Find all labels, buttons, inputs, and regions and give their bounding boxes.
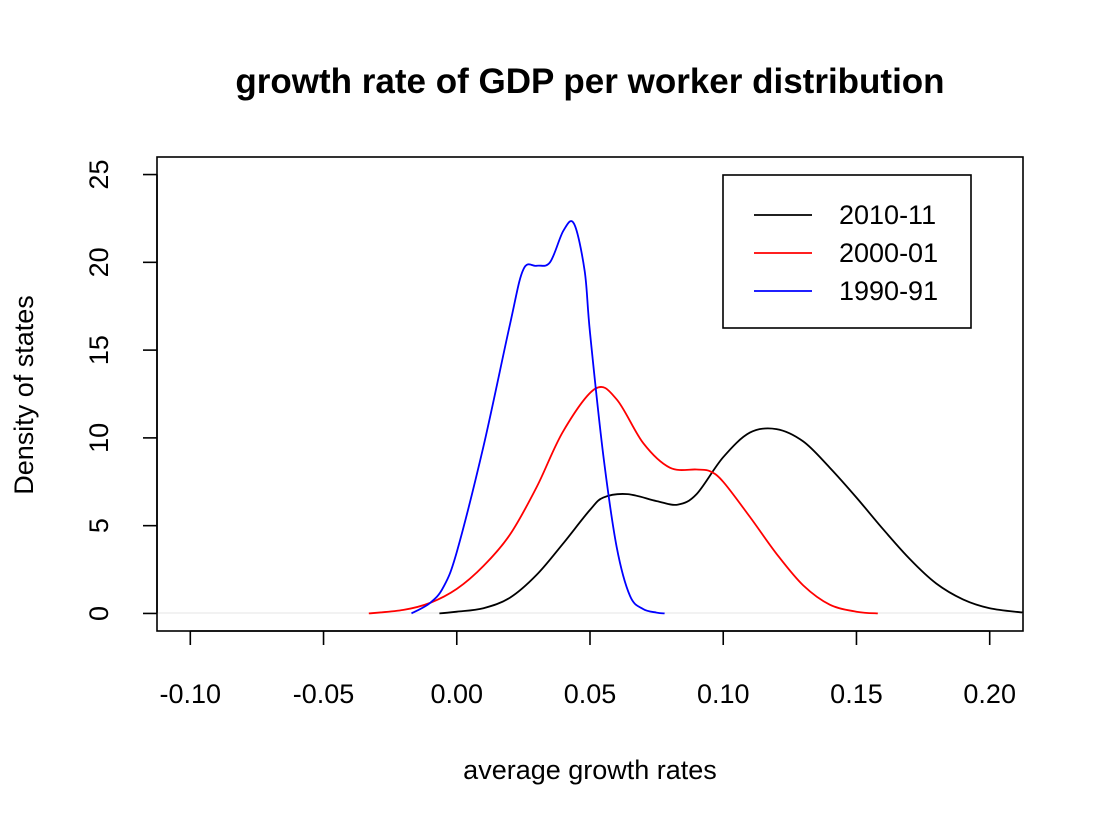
x-axis: -0.10 -0.05 0.00 0.05 0.10 0.15 0.20 — [160, 630, 1016, 709]
x-tick-label: -0.10 — [160, 679, 222, 709]
y-tick-label: 0 — [84, 606, 114, 621]
x-axis-label: average growth rates — [463, 755, 717, 785]
legend-box — [722, 174, 972, 329]
x-tick-label: 0.05 — [564, 679, 617, 709]
y-tick-label: 10 — [84, 423, 114, 453]
y-axis-label: Density of states — [9, 295, 39, 495]
legend: 2010-11 2000-01 1990-91 — [722, 174, 972, 329]
series-line-2000-01 — [368, 385, 878, 615]
y-tick-label: 20 — [84, 247, 114, 277]
series-line-1990-91 — [411, 220, 665, 615]
x-tick-label: 0.20 — [963, 679, 1016, 709]
y-tick-label: 15 — [84, 335, 114, 365]
series-line-2010-11 — [439, 427, 1024, 615]
x-tick-label: -0.05 — [293, 679, 355, 709]
x-tick-label: 0.15 — [830, 679, 883, 709]
legend-label: 1990-91 — [839, 276, 938, 306]
x-tick-label: 0.10 — [697, 679, 750, 709]
y-axis: 0 5 10 15 20 25 — [84, 160, 158, 621]
y-tick-label: 25 — [84, 160, 114, 190]
x-tick-label: 0.00 — [430, 679, 483, 709]
y-tick-label: 5 — [84, 518, 114, 533]
chart-title: growth rate of GDP per worker distributi… — [235, 62, 944, 101]
legend-label: 2000-01 — [839, 238, 938, 268]
legend-label: 2010-11 — [839, 200, 936, 230]
series-lines — [368, 220, 1024, 615]
